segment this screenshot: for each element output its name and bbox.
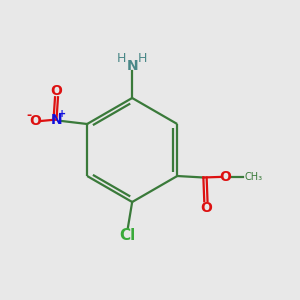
Text: O: O (220, 170, 232, 184)
Text: CH₃: CH₃ (245, 172, 263, 182)
Text: O: O (200, 201, 212, 215)
Text: N: N (126, 59, 138, 73)
Text: Cl: Cl (119, 228, 135, 243)
Text: -: - (27, 109, 32, 122)
Text: O: O (51, 84, 62, 98)
Text: H: H (117, 52, 127, 65)
Text: H: H (138, 52, 147, 65)
Text: +: + (58, 109, 67, 119)
Text: N: N (51, 112, 62, 127)
Text: O: O (29, 114, 41, 128)
